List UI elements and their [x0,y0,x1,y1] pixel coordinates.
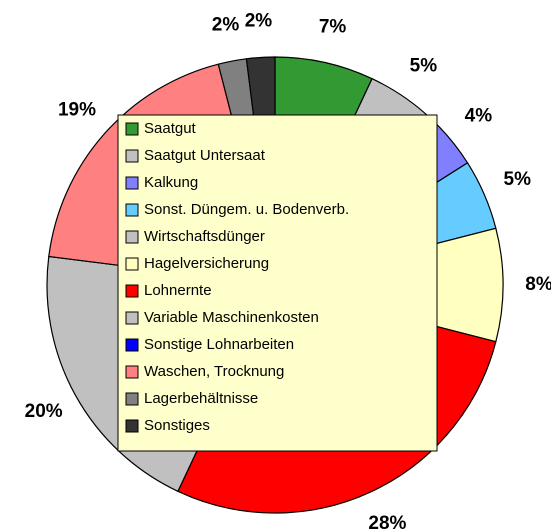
legend-label: Lagerbehältnisse [144,390,258,407]
legend-label: Sonstige Lohnarbeiten [144,336,294,353]
data-label: 28% [368,513,406,530]
data-label: 7% [319,16,347,37]
legend-label: Lohnernte [144,282,212,299]
legend-label: Kalkung [144,174,198,191]
legend-swatch [125,176,139,190]
legend-swatch [125,419,139,433]
legend-label: Sonstiges [144,417,210,434]
data-label: 4% [465,106,493,127]
legend-swatch [125,338,139,352]
legend-label: Hagelversicherung [144,255,269,272]
legend-box [117,114,438,452]
data-label: 5% [410,56,438,77]
legend-swatch [125,230,139,244]
legend-swatch [125,257,139,271]
legend-swatch [125,365,139,379]
data-label: 8% [525,274,551,295]
legend-label: Saatgut Untersaat [144,147,266,164]
legend-swatch [125,203,139,217]
data-label: 19% [58,99,96,120]
legend-swatch [125,284,139,298]
data-label: 2% [212,15,240,36]
data-label: 20% [25,401,63,422]
legend-swatch [125,122,139,136]
data-label: 2% [245,11,273,32]
legend-swatch [125,149,139,163]
legend-swatch [125,392,139,406]
legend-swatch [125,311,139,325]
legend-label: Sonst. Düngem. u. Bodenverb. [144,201,349,218]
legend-label: Variable Maschinenkosten [144,309,319,326]
legend-label: Saatgut [144,120,197,137]
legend-label: Waschen, Trocknung [144,363,284,380]
legend-label: Wirtschaftsdünger [144,228,265,245]
data-label: 5% [504,169,532,190]
